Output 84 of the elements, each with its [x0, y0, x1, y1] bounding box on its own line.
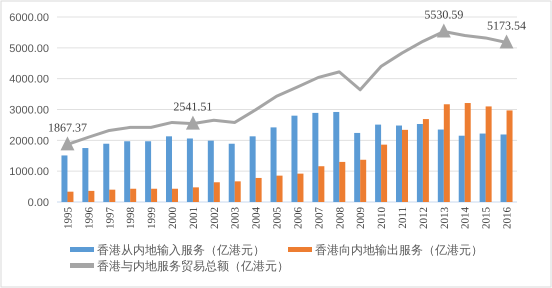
bar	[103, 144, 110, 202]
bar	[172, 188, 178, 202]
x-tick-label: 2007	[313, 206, 326, 229]
bar	[464, 103, 471, 202]
point	[60, 136, 74, 150]
bar	[312, 112, 318, 202]
x-tick-label: 2008	[334, 206, 346, 229]
y-tick-label: 6000.00	[9, 12, 49, 24]
y-tick-label: 4000.00	[9, 74, 49, 86]
x-tick-label: 2011	[397, 207, 409, 229]
bar	[61, 155, 68, 202]
bar	[250, 136, 256, 202]
annotation: 5173.54	[487, 18, 526, 32]
bar	[88, 190, 94, 202]
bar	[360, 160, 366, 202]
x-tick-label: 1997	[104, 206, 116, 229]
bar	[381, 144, 388, 202]
bar	[234, 181, 241, 202]
bar	[438, 130, 444, 202]
bar	[422, 119, 429, 202]
annotation: 2541.51	[173, 100, 212, 114]
y-tick-label: 1000.00	[9, 166, 49, 178]
x-tick-label: 2001	[188, 207, 200, 229]
bar	[124, 141, 130, 202]
point	[500, 34, 514, 48]
bar	[375, 124, 382, 202]
bar	[256, 178, 262, 202]
bar	[506, 110, 513, 202]
x-tick-label: 2003	[230, 206, 242, 229]
bar	[416, 124, 423, 202]
bar	[318, 166, 324, 202]
x-tick-label: 1995	[62, 206, 74, 229]
x-tick-label: 2006	[292, 206, 304, 229]
bar	[500, 134, 507, 202]
x-tick-label: 1999	[146, 206, 158, 229]
x-tick-label: 1996	[83, 206, 96, 229]
legend-label: 香港向内地输出服务（亿港元）	[315, 243, 483, 257]
x-tick-label: 2004	[250, 206, 263, 229]
annotation: 5530.59	[424, 7, 464, 22]
bar	[458, 136, 465, 202]
x-tick-label: 2013	[438, 206, 451, 229]
bar	[82, 148, 88, 202]
x-tick-label: 2000	[167, 206, 179, 229]
bar	[402, 130, 408, 202]
x-tick-label: 2005	[272, 206, 284, 229]
bar	[192, 187, 199, 202]
point	[436, 23, 451, 38]
bar	[297, 174, 304, 202]
x-tick-label: 2014	[460, 206, 472, 229]
bar	[166, 136, 172, 202]
bar	[109, 190, 116, 202]
bar	[486, 106, 492, 202]
bar	[396, 126, 402, 202]
bar	[228, 144, 235, 202]
y-tick-label: 5000.00	[9, 42, 49, 55]
point	[186, 116, 200, 130]
x-tick-label: 2012	[418, 207, 430, 229]
bar	[444, 104, 450, 202]
annotation: 1867.37	[48, 120, 87, 134]
y-tick-label: 2000.00	[9, 135, 49, 148]
legend-label: 香港从内地输入服务（亿港元）	[97, 243, 265, 257]
bar	[130, 188, 136, 202]
x-tick-label: 2002	[208, 207, 221, 229]
bar	[151, 188, 158, 202]
x-tick-label: 2009	[355, 206, 368, 229]
x-tick-label: 1998	[125, 206, 138, 229]
bar	[145, 141, 152, 202]
bar	[354, 132, 360, 202]
bar	[208, 140, 214, 202]
bar	[67, 192, 74, 202]
bar	[270, 127, 277, 202]
bar	[276, 176, 283, 202]
y-tick-label: 0.00	[28, 197, 49, 209]
bar	[214, 182, 220, 202]
x-tick-label: 2010	[376, 206, 388, 229]
bar	[291, 116, 298, 202]
y-tick-label: 3000.00	[9, 104, 49, 116]
bar	[333, 112, 340, 202]
bar	[339, 162, 346, 202]
legend-label: 香港与内地服务贸易总额（亿港元）	[97, 259, 289, 273]
bar	[480, 134, 486, 202]
x-tick-label: 2015	[480, 206, 493, 229]
bar	[186, 138, 193, 202]
x-tick-label: 2016	[502, 206, 514, 229]
